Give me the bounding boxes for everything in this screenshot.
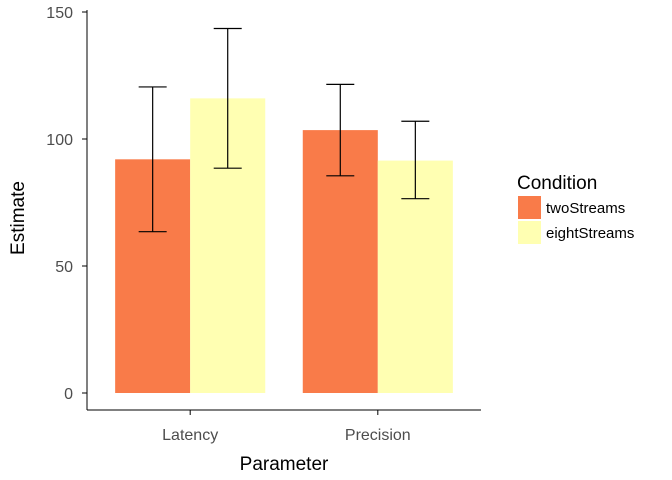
legend-title: Condition (517, 173, 597, 194)
x-axis-title: Parameter (240, 454, 329, 475)
y-tick-label: 150 (46, 5, 73, 22)
bars-layer (115, 98, 453, 394)
y-axis-title: Estimate (8, 181, 29, 255)
x-tick-label-precision: Precision (345, 427, 411, 444)
legend-label-twoStreams: twoStreams (546, 200, 625, 217)
x-tick-label-latency: Latency (162, 427, 218, 444)
legend: Condition twoStreams eightStreams (517, 173, 634, 244)
error-bar-eightStreams-precision (401, 120, 430, 200)
y-tick-label: 0 (64, 386, 73, 403)
bar-eightStreams-precision (377, 160, 453, 393)
error-bar-eightStreams-latency (213, 27, 242, 169)
y-tick-label: 50 (55, 259, 73, 276)
legend-swatch-twoStreams (518, 196, 541, 219)
legend-swatch-eightStreams (518, 221, 541, 244)
axes-layer: 0 50 100 150 Latency Precision (46, 5, 481, 444)
legend-label-eightStreams: eightStreams (546, 225, 634, 242)
error-bar-twoStreams-precision (326, 83, 355, 177)
error-bar-twoStreams-latency (138, 86, 167, 233)
errorbars-layer (138, 27, 430, 233)
y-tick-label: 100 (46, 132, 73, 149)
